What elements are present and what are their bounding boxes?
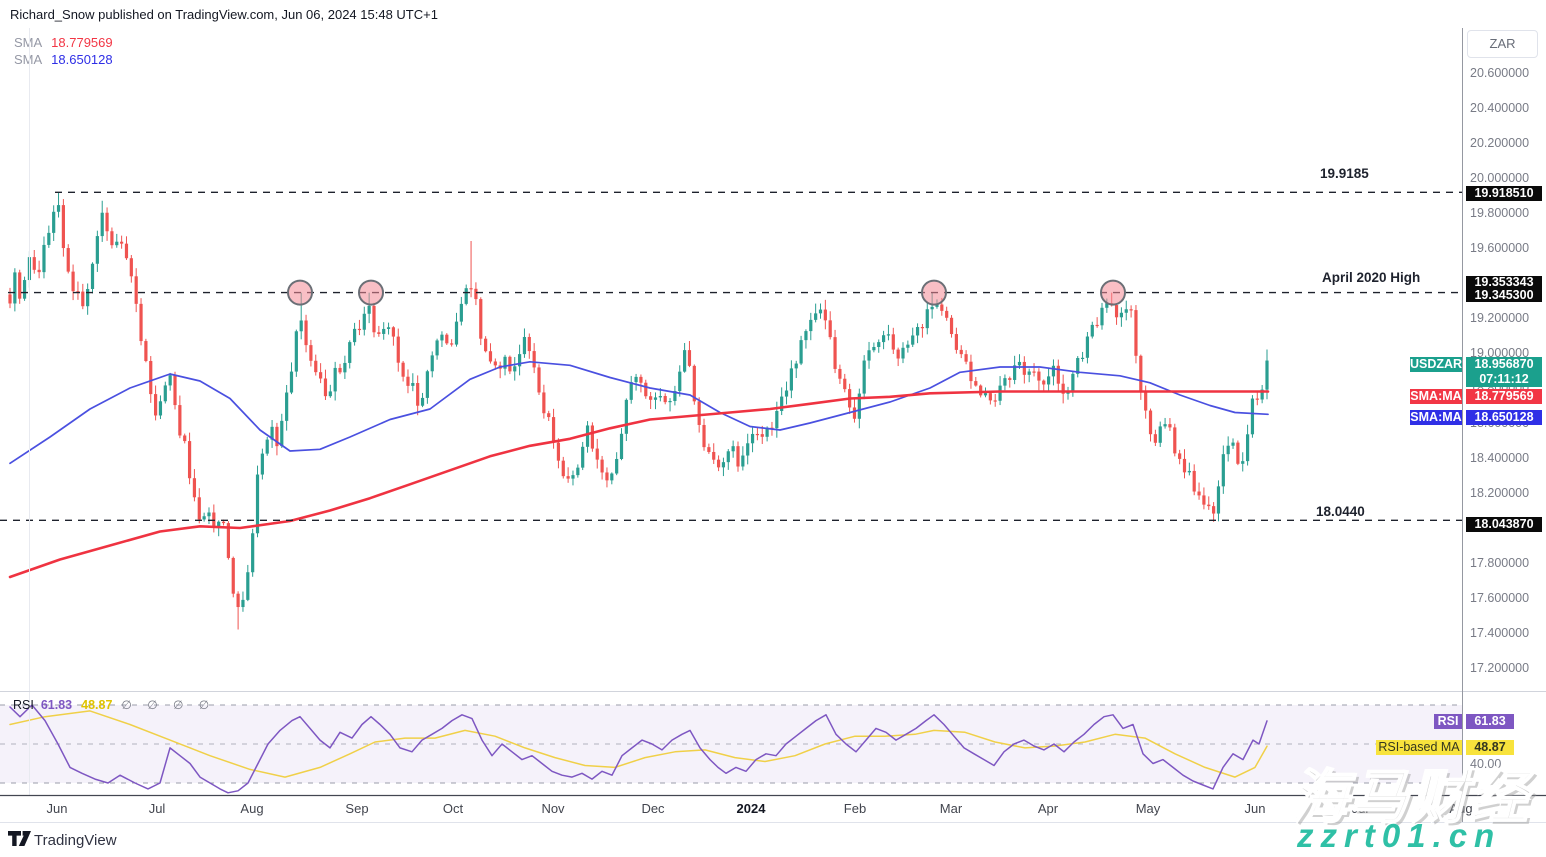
price-axis-tick: 18.400000: [1470, 450, 1530, 465]
time-axis-label: May: [1135, 801, 1161, 816]
time-axis-label: Dec: [641, 801, 665, 816]
tradingview-brand-link[interactable]: TradingView: [34, 832, 117, 849]
time-axis-label: Jun: [1244, 801, 1266, 816]
plot-area[interactable]: [0, 191, 1462, 794]
sma-fast-tag-badge: SMA:MA: [1410, 389, 1462, 404]
price-axis-tick: 20.600000: [1470, 65, 1530, 80]
price-axis-tick: 17.800000: [1470, 555, 1530, 570]
price-badge-april-2: 19.345300: [1466, 289, 1542, 302]
peak-circle-marker[interactable]: [921, 279, 947, 306]
price-axis-tick: 18.200000: [1470, 485, 1530, 500]
rsi-ma-tag-badge: RSI-based MA: [1376, 740, 1462, 755]
time-axis-label: Oct: [442, 801, 464, 816]
price-axis-tick: 17.600000: [1470, 590, 1530, 605]
rsi-ma-value-badge: 48.87: [1466, 740, 1514, 755]
last-price-badge: 18.956870: [1466, 357, 1542, 372]
rsi-ma-legend-value: 48.87: [81, 698, 113, 712]
price-axis-tick: 20.200000: [1470, 135, 1530, 150]
sma-slow-label: SMA: [14, 52, 43, 67]
price-axis-tick: 19.200000: [1470, 310, 1530, 325]
price-axis[interactable]: 20.600000 20.400000 20.200000 20.000000 19.8…: [1462, 28, 1546, 822]
rsi-hidden-values: ∅ ∅ ∅ ∅: [121, 698, 216, 712]
watermark-url-text: zzrt01.cn: [1297, 817, 1502, 854]
time-axis-label: 2024: [736, 801, 766, 816]
level-label-april-2020-high: April 2020 High: [1322, 270, 1421, 285]
rsi-legend-label: RSI: [13, 698, 34, 712]
sma-slow-value: 18.650128: [51, 52, 113, 67]
time-axis-label: Apr: [1037, 801, 1059, 816]
price-axis-tick: 20.400000: [1470, 100, 1530, 115]
bar-countdown-badge: 07:11:12: [1466, 372, 1542, 387]
price-badge-april-1: 19.353343: [1466, 276, 1542, 289]
price-axis-tick: 20.000000: [1470, 170, 1530, 185]
sma-fast-value: 18.779569: [51, 35, 113, 50]
time-axis-label: Sep: [345, 801, 369, 816]
chart-canvas[interactable]: [0, 0, 1546, 830]
sma-fast-price-badge: 18.779569: [1466, 389, 1542, 404]
sma-slow-legend[interactable]: SMA 18.650128: [14, 52, 113, 67]
price-axis-tick: 17.400000: [1470, 625, 1530, 640]
level-label-low: 18.0440: [1316, 504, 1365, 519]
level-label-high: 19.9185: [1320, 166, 1369, 181]
price-axis-tick: 19.600000: [1470, 240, 1530, 255]
price-badge-low: 18.043870: [1466, 517, 1542, 532]
symbol-tag-badge: USDZAR: [1410, 357, 1463, 372]
price-axis-tick: 17.200000: [1470, 660, 1530, 675]
publish-caption: Richard_Snow published on TradingView.co…: [10, 7, 438, 22]
time-axis-label: Jul: [148, 801, 166, 816]
tradingview-logo-icon[interactable]: [8, 831, 32, 847]
sma-slow-tag-badge: SMA:MA: [1410, 410, 1462, 425]
price-axis-tick: 19.800000: [1470, 205, 1530, 220]
rsi-value-badge: 61.83: [1466, 714, 1514, 729]
price-axis-tick: 19.000000: [1470, 345, 1530, 360]
rsi-legend[interactable]: RSI 61.83 48.87 ∅ ∅ ∅ ∅: [13, 698, 215, 712]
peak-circle-marker[interactable]: [287, 279, 313, 306]
time-axis-label: Feb: [843, 801, 867, 816]
time-axis-label: Mar: [939, 801, 963, 816]
time-axis-label: Aug: [240, 801, 264, 816]
time-axis-label: Jun: [46, 801, 68, 816]
rsi-tag-badge: RSI: [1434, 714, 1462, 729]
peak-circle-marker[interactable]: [358, 279, 384, 306]
time-axis-label: Aug: [1449, 801, 1473, 816]
candlestick-series: [8, 192, 1269, 630]
rsi-legend-value: 61.83: [40, 698, 73, 712]
peak-circle-marker[interactable]: [1100, 279, 1126, 306]
time-axis-label: Jul: [1351, 801, 1369, 816]
time-axis-label: Nov: [541, 801, 565, 816]
sma-fast-label: SMA: [14, 35, 43, 50]
sma-fast-legend[interactable]: SMA 18.779569: [14, 35, 113, 50]
watermark-cn-text: 海马财经: [1289, 764, 1531, 831]
sma-slow-price-badge: 18.650128: [1466, 410, 1542, 425]
rsi-axis-tick-40: 40.00: [1470, 757, 1502, 771]
price-badge-high: 19.918510: [1466, 186, 1542, 201]
currency-toggle-button[interactable]: ZAR: [1467, 30, 1538, 58]
